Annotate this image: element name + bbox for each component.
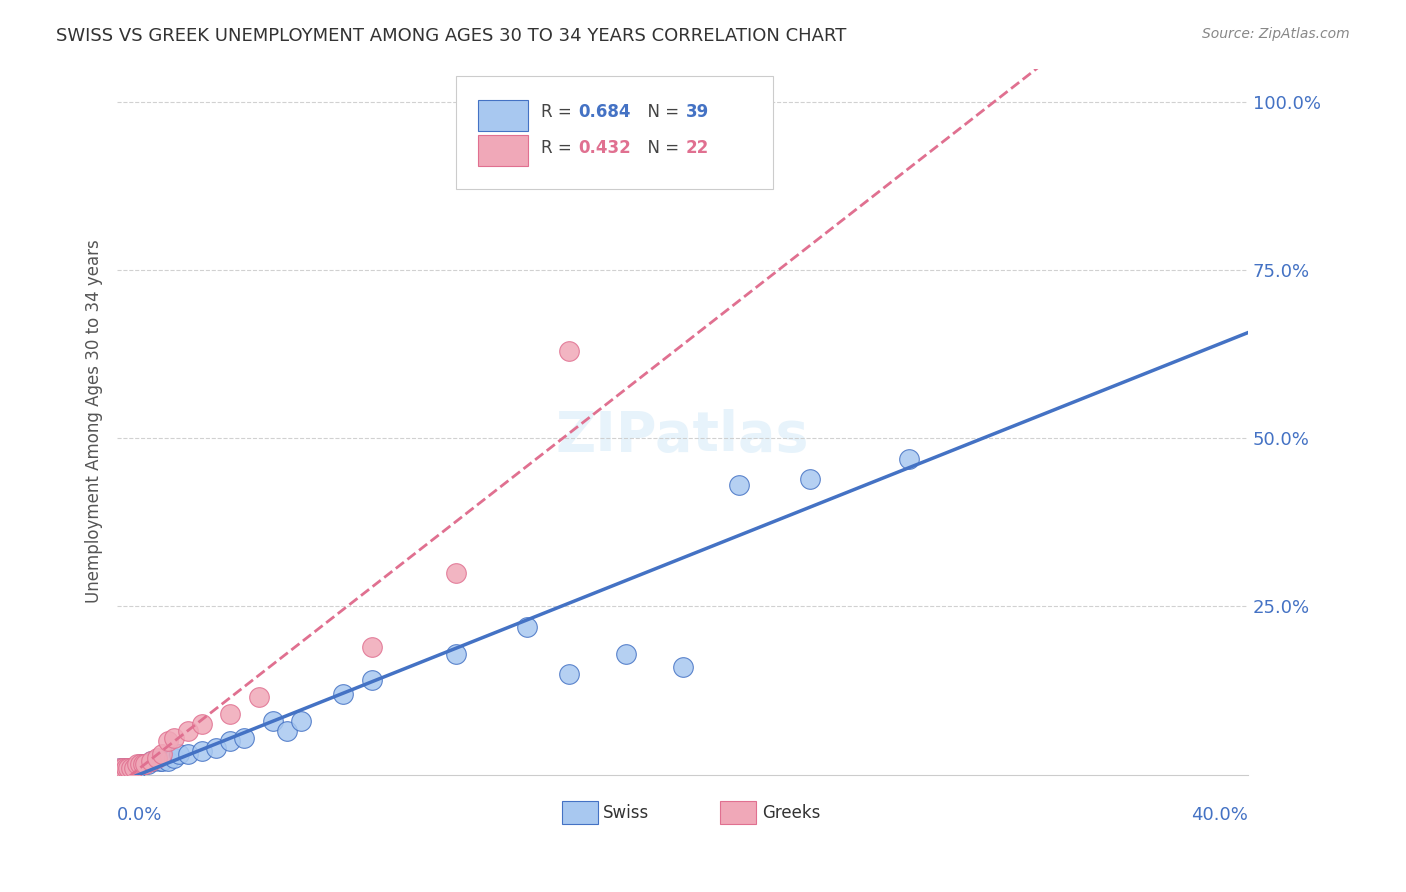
Point: [157, 734, 180, 748]
Point: [233, 731, 256, 745]
Text: N =: N =: [637, 103, 685, 121]
FancyBboxPatch shape: [561, 801, 598, 824]
Text: 39: 39: [686, 103, 709, 121]
Point: [332, 687, 354, 701]
Text: R =: R =: [541, 138, 578, 157]
Point: [120, 761, 142, 775]
Text: 0.0%: 0.0%: [117, 806, 163, 824]
Point: [169, 747, 191, 762]
Point: [247, 690, 270, 705]
FancyBboxPatch shape: [457, 76, 773, 188]
Point: [136, 757, 159, 772]
Point: [799, 472, 821, 486]
Point: [114, 761, 136, 775]
Point: [117, 761, 139, 775]
Point: [205, 740, 228, 755]
Text: N =: N =: [637, 138, 685, 157]
Text: 40.0%: 40.0%: [1191, 806, 1249, 824]
Text: SWISS VS GREEK UNEMPLOYMENT AMONG AGES 30 TO 34 YEARS CORRELATION CHART: SWISS VS GREEK UNEMPLOYMENT AMONG AGES 3…: [56, 27, 846, 45]
Point: [131, 757, 153, 772]
Point: [446, 647, 468, 661]
Point: [163, 731, 186, 745]
Point: [446, 566, 468, 580]
Text: R =: R =: [541, 103, 578, 121]
Point: [111, 761, 134, 775]
Text: Swiss: Swiss: [603, 804, 650, 822]
Point: [125, 757, 148, 772]
Point: [125, 761, 148, 775]
Point: [120, 761, 142, 775]
Point: [558, 666, 581, 681]
Point: [108, 761, 131, 775]
Point: [152, 754, 174, 768]
Point: [122, 761, 145, 775]
Point: [671, 660, 693, 674]
Point: [149, 754, 172, 768]
Point: [152, 747, 174, 762]
Point: [108, 761, 131, 775]
Point: [360, 640, 382, 654]
Point: [219, 707, 242, 722]
Text: Greeks: Greeks: [762, 804, 820, 822]
Point: [897, 451, 920, 466]
Point: [139, 754, 162, 768]
Point: [142, 754, 165, 768]
FancyBboxPatch shape: [478, 135, 527, 166]
Point: [360, 673, 382, 688]
Point: [177, 723, 200, 738]
Text: 0.684: 0.684: [578, 103, 631, 121]
Point: [114, 761, 136, 775]
Point: [614, 647, 637, 661]
Point: [120, 761, 142, 775]
FancyBboxPatch shape: [478, 100, 527, 130]
Point: [163, 751, 186, 765]
Point: [128, 757, 150, 772]
Point: [134, 757, 156, 772]
Point: [111, 761, 134, 775]
Point: [134, 757, 156, 772]
Point: [177, 747, 200, 762]
FancyBboxPatch shape: [720, 801, 756, 824]
Point: [139, 754, 162, 768]
Point: [157, 754, 180, 768]
Text: ZIPatlas: ZIPatlas: [555, 409, 810, 463]
Point: [122, 761, 145, 775]
Point: [516, 620, 538, 634]
Point: [131, 757, 153, 772]
Point: [262, 714, 284, 728]
Point: [128, 757, 150, 772]
Point: [558, 343, 581, 358]
Point: [219, 734, 242, 748]
Point: [728, 478, 751, 492]
Y-axis label: Unemployment Among Ages 30 to 34 years: Unemployment Among Ages 30 to 34 years: [86, 240, 103, 603]
Point: [145, 751, 167, 765]
Text: Source: ZipAtlas.com: Source: ZipAtlas.com: [1202, 27, 1350, 41]
Text: 22: 22: [686, 138, 709, 157]
Point: [191, 744, 214, 758]
Point: [191, 717, 214, 731]
Point: [276, 723, 298, 738]
Point: [117, 761, 139, 775]
Text: 0.432: 0.432: [578, 138, 631, 157]
Point: [114, 761, 136, 775]
Point: [290, 714, 312, 728]
